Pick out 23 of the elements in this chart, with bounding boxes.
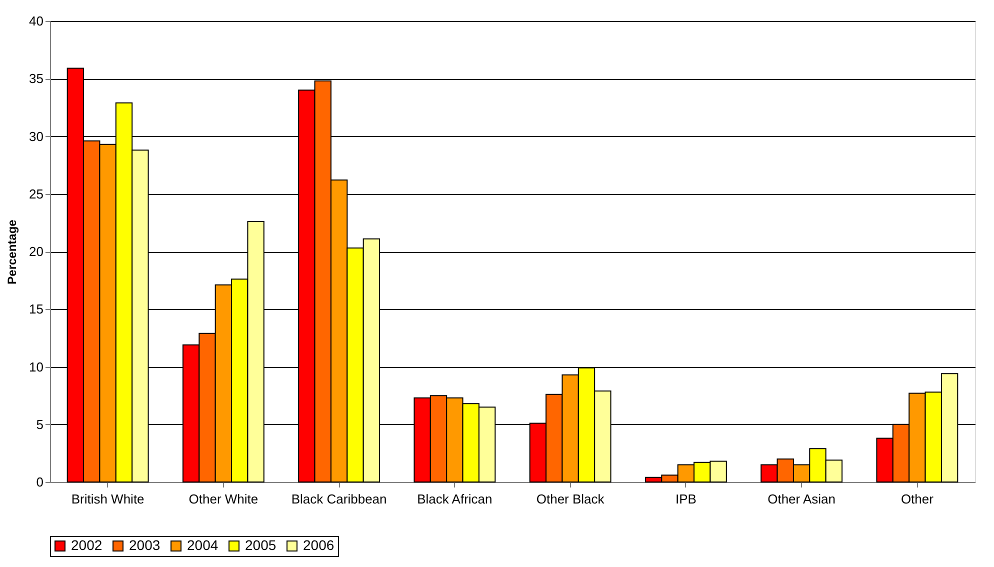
y-tick-label: 0 xyxy=(36,474,44,490)
legend-label: 2002 xyxy=(71,537,102,553)
legend-label: 2006 xyxy=(303,537,334,553)
y-axis-title: Percentage xyxy=(5,219,20,284)
y-tick-label: 35 xyxy=(29,71,44,86)
legend-label: 2005 xyxy=(245,537,276,553)
x-tick-label: Other xyxy=(900,492,934,506)
y-tick-label: 5 xyxy=(36,416,44,432)
y-tick-label: 15 xyxy=(29,302,44,317)
x-tick-label: Other Asian xyxy=(768,492,836,506)
y-tick-label: 10 xyxy=(29,359,44,374)
legend-label: 2003 xyxy=(129,537,160,553)
legend-label: 2004 xyxy=(187,537,218,553)
x-tick-label: Other Black xyxy=(536,492,605,506)
y-tick-label: 30 xyxy=(29,128,44,144)
y-tick-label: 20 xyxy=(29,244,44,259)
y-tick-label: 25 xyxy=(29,186,44,202)
x-tick-label: Other White xyxy=(188,492,258,506)
y-tick-label: 40 xyxy=(29,14,44,28)
x-tick-label: British White xyxy=(71,492,144,506)
x-tick-label: Black Caribbean xyxy=(291,492,387,506)
x-tick-label: IPB xyxy=(675,492,696,506)
x-tick-label: Black African xyxy=(417,492,492,506)
